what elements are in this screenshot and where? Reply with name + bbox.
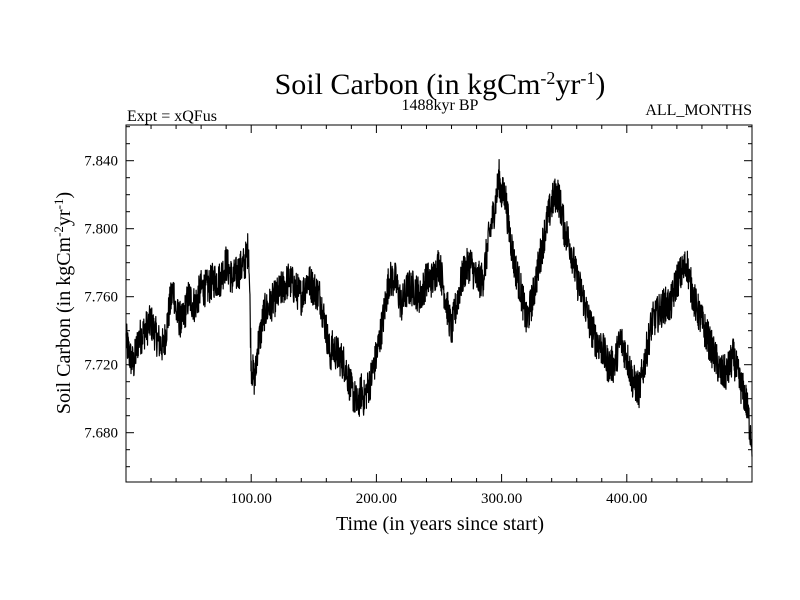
x-tick-label: 200.00 <box>356 491 397 507</box>
y-tick-label: 7.800 <box>84 222 118 238</box>
plot-frame <box>125 124 753 483</box>
x-tick-label: 300.00 <box>481 491 522 507</box>
y-axis-ticks: 7.680 7.720 7.760 7.800 7.840 <box>84 126 752 468</box>
x-axis-ticks: 100.00 200.00 300.00 400.00 <box>150 125 728 507</box>
x-tick-label: 400.00 <box>606 491 647 507</box>
x-axis-label: Time (in years since start) <box>336 513 544 535</box>
months-label: ALL_MONTHS <box>645 102 752 119</box>
y-axis-label: Soil Carbon (in kgCm-2yr-1) <box>51 192 76 414</box>
chart-title: Soil Carbon (in kgCm-2yr-1) <box>275 68 606 101</box>
y-tick-label: 7.760 <box>84 290 118 306</box>
time-period-label: 1488kyr BP <box>402 97 479 114</box>
x-tick-label: 100.00 <box>231 491 272 507</box>
y-tick-label: 7.720 <box>84 358 118 374</box>
experiment-label: Expt = xQFus <box>127 108 217 125</box>
series-line-soil-carbon <box>125 158 753 457</box>
y-tick-label: 7.840 <box>84 154 118 170</box>
y-tick-label: 7.680 <box>84 426 118 442</box>
